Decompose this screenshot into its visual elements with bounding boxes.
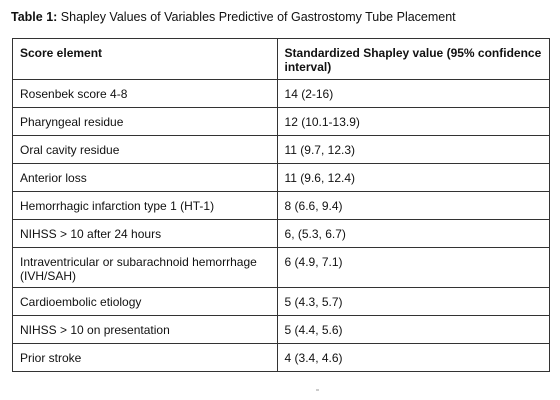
table-row: Intraventricular or subarachnoid hemorrh… — [12, 247, 551, 288]
table-row: Cardioembolic etiology 5 (4.3, 5.7) — [12, 287, 551, 316]
table-row: Oral cavity residue 11 (9.7, 12.3) — [12, 135, 551, 164]
shapley-value-cell: 12 (10.1-13.9) — [276, 107, 551, 136]
shapley-value-cell: 6 (4.9, 7.1) — [276, 247, 551, 288]
score-element-cell: Intraventricular or subarachnoid hemorrh… — [12, 247, 278, 288]
score-element-cell: Pharyngeal residue — [12, 107, 278, 136]
shapley-value-cell: 5 (4.4, 5.6) — [276, 315, 551, 344]
shapley-value-cell: 6, (5.3, 6.7) — [276, 219, 551, 248]
scan-artifact-mark — [316, 389, 319, 391]
score-element-cell: Oral cavity residue — [12, 135, 278, 164]
score-element-cell: NIHSS > 10 on presentation — [12, 315, 278, 344]
header-shapley-value: Standardized Shapley value (95% confiden… — [276, 38, 551, 80]
table-row: NIHSS > 10 on presentation 5 (4.4, 5.6) — [12, 315, 551, 344]
shapley-value-cell: 8 (6.6, 9.4) — [276, 191, 551, 220]
shapley-value-cell: 11 (9.7, 12.3) — [276, 135, 551, 164]
table-row: NIHSS > 10 after 24 hours 6, (5.3, 6.7) — [12, 219, 551, 248]
table-caption-label: Table 1: — [11, 10, 58, 24]
score-element-cell: Anterior loss — [12, 163, 278, 192]
score-element-cell: Rosenbek score 4-8 — [12, 79, 278, 108]
shapley-value-cell: 11 (9.6, 12.4) — [276, 163, 551, 192]
table-row: Prior stroke 4 (3.4, 4.6) — [12, 343, 551, 372]
header-score-element: Score element — [12, 38, 278, 80]
table-row: Hemorrhagic infarction type 1 (HT-1) 8 (… — [12, 191, 551, 220]
score-element-cell: Prior stroke — [12, 343, 278, 372]
table-row: Anterior loss 11 (9.6, 12.4) — [12, 163, 551, 192]
score-element-cell: Hemorrhagic infarction type 1 (HT-1) — [12, 191, 278, 220]
shapley-value-cell: 5 (4.3, 5.7) — [276, 287, 551, 316]
score-element-cell: NIHSS > 10 after 24 hours — [12, 219, 278, 248]
shapley-value-cell: 14 (2-16) — [276, 79, 551, 108]
table-row: Pharyngeal residue 12 (10.1-13.9) — [12, 107, 551, 136]
table-caption: Table 1: Shapley Values of Variables Pre… — [11, 9, 456, 25]
score-element-cell: Cardioembolic etiology — [12, 287, 278, 316]
shapley-value-cell: 4 (3.4, 4.6) — [276, 343, 551, 372]
shapley-values-table: Score element Standardized Shapley value… — [12, 38, 551, 372]
table-caption-text: Shapley Values of Variables Predictive o… — [57, 10, 456, 24]
table-header-row: Score element Standardized Shapley value… — [12, 38, 551, 80]
table-row: Rosenbek score 4-8 14 (2-16) — [12, 79, 551, 108]
